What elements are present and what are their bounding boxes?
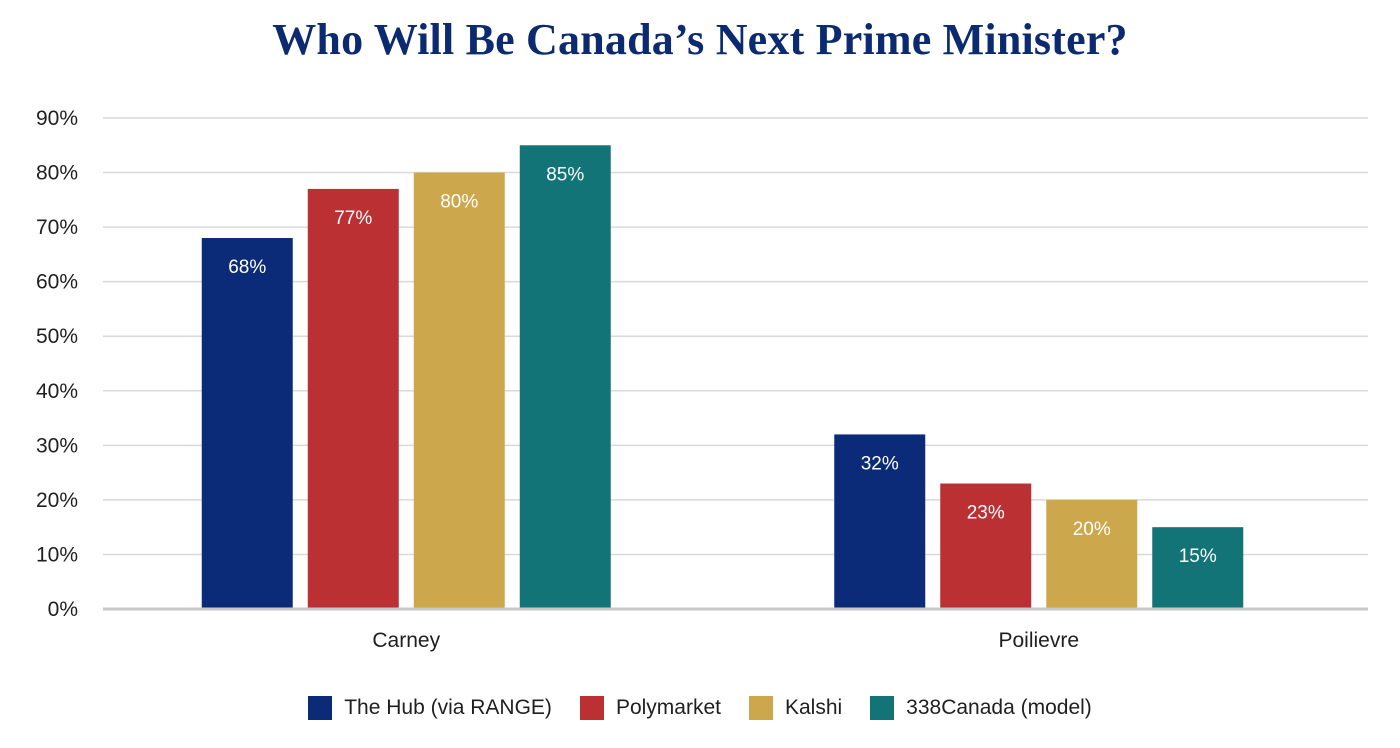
bar: [1046, 499, 1138, 609]
legend-swatch: [308, 696, 333, 720]
bar: [834, 434, 926, 609]
data-label: 23%: [967, 503, 1005, 524]
legend-label: The Hub (via RANGE): [344, 696, 552, 719]
legend-label: Kalshi: [784, 696, 843, 719]
y-tick-label: 90%: [36, 107, 78, 130]
legend-label: Polymarket: [615, 696, 721, 719]
bar: [1152, 527, 1244, 609]
data-label: 20%: [1073, 519, 1111, 540]
legend-swatch: [748, 696, 773, 720]
data-label: 15%: [1179, 546, 1217, 567]
chart-title: Who Will Be Canada’s Next Prime Minister…: [272, 15, 1128, 64]
bar: [940, 483, 1032, 609]
data-label: 80%: [440, 192, 478, 213]
data-label: 77%: [334, 208, 372, 229]
y-tick-label: 10%: [36, 543, 78, 566]
y-tick-label: 70%: [36, 216, 78, 239]
y-tick-label: 30%: [36, 434, 78, 457]
y-tick-label: 50%: [36, 325, 78, 348]
bar: [413, 172, 505, 610]
legend-swatch: [870, 696, 895, 720]
legend-label: 338Canada (model): [906, 696, 1092, 719]
legend-item: Polymarket: [579, 696, 721, 720]
legend-item: Kalshi: [748, 696, 843, 720]
legend-item: 338Canada (model): [870, 696, 1092, 720]
data-label: 68%: [228, 257, 266, 278]
y-tick-label: 60%: [36, 271, 78, 294]
y-tick-label: 80%: [36, 162, 78, 185]
y-tick-label: 40%: [36, 380, 78, 403]
data-label: 85%: [546, 164, 584, 185]
bar: [307, 188, 399, 609]
x-category-label: Carney: [372, 629, 440, 652]
legend: The Hub (via RANGE) Polymarket Kalshi 338Ca…: [0, 696, 1400, 720]
x-category-label: Poilievre: [998, 629, 1079, 652]
data-label: 32%: [861, 453, 899, 474]
y-tick-label: 0%: [48, 598, 78, 621]
y-tick-label: 20%: [36, 489, 78, 512]
bar: [201, 238, 293, 609]
legend-item: The Hub (via RANGE): [308, 696, 552, 720]
bar: [519, 145, 611, 609]
legend-swatch: [579, 696, 604, 720]
